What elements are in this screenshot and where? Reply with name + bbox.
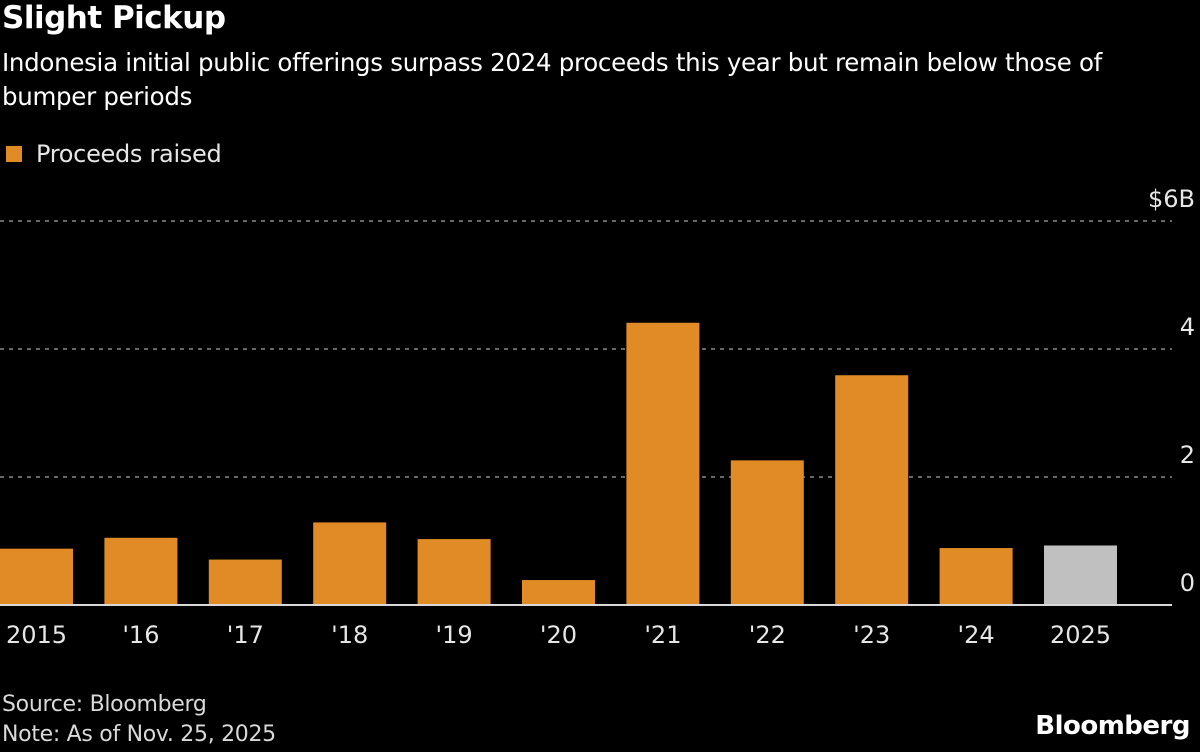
x-tick-label: '20 (540, 621, 577, 649)
footer: Source: Bloomberg Note: As of Nov. 25, 2… (2, 690, 276, 750)
y-tick-label: 4 (1180, 313, 1195, 341)
bar-chart: 0 2 4 $6B 2015 '16 '17 '18 '19 '20 '21 '22 '23 '24 202… (0, 185, 1195, 649)
x-tick-label: '16 (122, 621, 159, 649)
x-tick-label: 2025 (1050, 621, 1111, 649)
bar-18 (313, 522, 387, 605)
x-tick-label: '18 (331, 621, 368, 649)
bar-23 (835, 375, 909, 605)
date-note: Note: As of Nov. 25, 2025 (2, 722, 276, 747)
bar-21 (626, 322, 700, 605)
bar-19 (417, 539, 491, 605)
bar-24 (939, 548, 1013, 605)
gridlines (0, 220, 1172, 478)
chart-subtitle: Indonesia initial public offerings surpa… (2, 48, 1102, 111)
y-tick-label: $6B (1148, 185, 1195, 213)
legend-label-proceeds: Proceeds raised (36, 140, 222, 168)
legend-swatch-proceeds (6, 146, 22, 162)
x-tick-label: '22 (749, 621, 786, 649)
y-tick-label: 2 (1180, 441, 1195, 469)
bars (0, 322, 1117, 605)
x-tick-label: '17 (227, 621, 264, 649)
legend: Proceeds raised (6, 140, 222, 168)
bar-17 (208, 559, 282, 605)
x-tick-label: '21 (644, 621, 681, 649)
x-tick-label: 2015 (6, 621, 67, 649)
axes: 0 2 4 $6B 2015 '16 '17 '18 '19 '20 '21 '22 '23 '24 202… (0, 185, 1195, 649)
bar-22 (730, 460, 804, 605)
x-tick-label: '19 (436, 621, 473, 649)
x-tick-label: '23 (853, 621, 890, 649)
y-tick-label: 0 (1180, 569, 1195, 597)
bar-2015 (0, 548, 73, 605)
bar-16 (104, 537, 178, 605)
source-note: Source: Bloomberg (2, 692, 207, 717)
chart-title: Slight Pickup (2, 0, 226, 36)
x-tick-label: '24 (958, 621, 995, 649)
bar-2025 (1044, 545, 1117, 605)
bar-20 (522, 580, 595, 605)
bloomberg-logo: Bloomberg (1035, 711, 1190, 741)
